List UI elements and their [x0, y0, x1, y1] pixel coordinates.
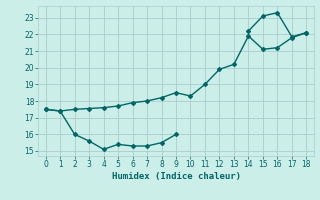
X-axis label: Humidex (Indice chaleur): Humidex (Indice chaleur)	[111, 172, 241, 181]
